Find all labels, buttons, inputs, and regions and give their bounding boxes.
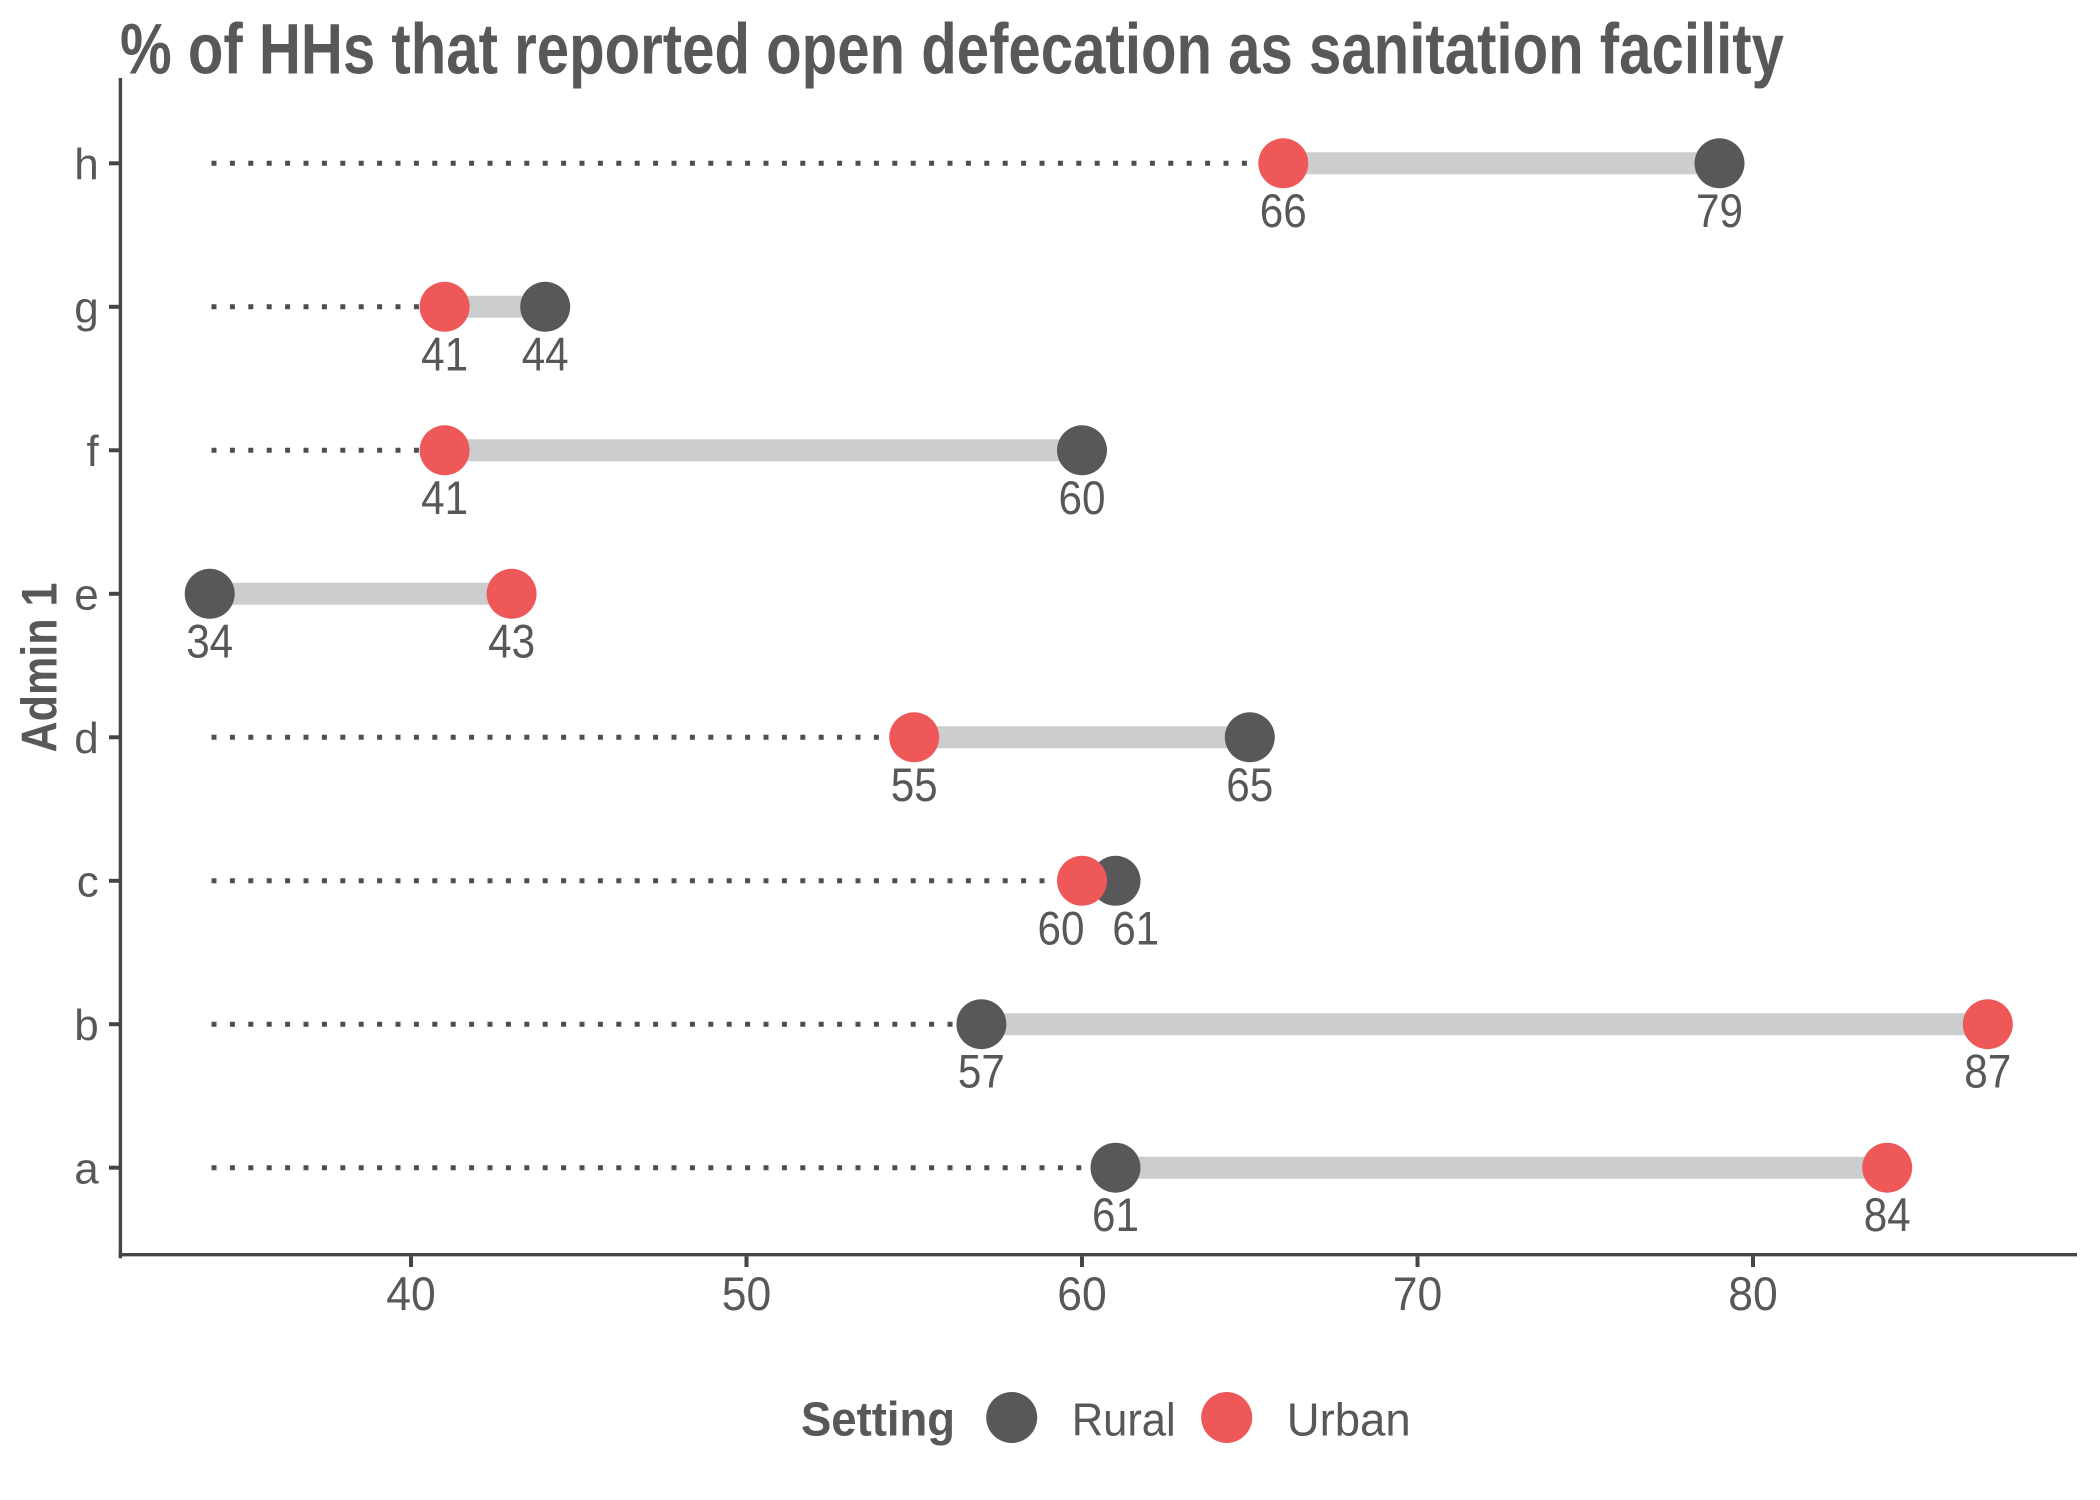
- svg-text:61: 61: [1092, 1188, 1139, 1241]
- svg-text:Admin 1: Admin 1: [12, 583, 68, 753]
- svg-text:65: 65: [1226, 758, 1273, 811]
- svg-text:Setting: Setting: [801, 1394, 955, 1447]
- svg-text:61: 61: [1112, 901, 1159, 954]
- svg-text:Urban: Urban: [1287, 1394, 1411, 1446]
- svg-text:70: 70: [1393, 1267, 1443, 1320]
- svg-text:% of HHs that reported open de: % of HHs that reported open defecation a…: [120, 11, 1784, 90]
- svg-text:55: 55: [891, 758, 938, 811]
- svg-text:60: 60: [1038, 901, 1085, 954]
- svg-text:40: 40: [386, 1267, 436, 1320]
- svg-text:34: 34: [186, 614, 233, 667]
- svg-text:c: c: [77, 858, 99, 907]
- svg-text:43: 43: [488, 614, 535, 667]
- svg-text:g: g: [74, 284, 98, 333]
- svg-text:a: a: [74, 1144, 99, 1193]
- svg-text:d: d: [74, 714, 98, 763]
- svg-text:e: e: [74, 571, 98, 620]
- svg-text:66: 66: [1260, 184, 1307, 237]
- svg-text:60: 60: [1059, 471, 1106, 524]
- svg-text:84: 84: [1864, 1188, 1911, 1241]
- svg-text:41: 41: [421, 327, 468, 380]
- svg-text:f: f: [86, 427, 99, 476]
- svg-text:79: 79: [1696, 184, 1743, 237]
- svg-text:80: 80: [1728, 1267, 1778, 1320]
- svg-text:57: 57: [958, 1045, 1005, 1098]
- svg-text:b: b: [74, 1001, 98, 1050]
- svg-text:41: 41: [421, 471, 468, 524]
- svg-text:50: 50: [722, 1267, 772, 1320]
- svg-text:Rural: Rural: [1072, 1394, 1176, 1446]
- svg-text:60: 60: [1057, 1267, 1107, 1320]
- svg-text:87: 87: [1964, 1045, 2011, 1098]
- svg-text:44: 44: [522, 327, 569, 380]
- svg-text:h: h: [74, 140, 98, 189]
